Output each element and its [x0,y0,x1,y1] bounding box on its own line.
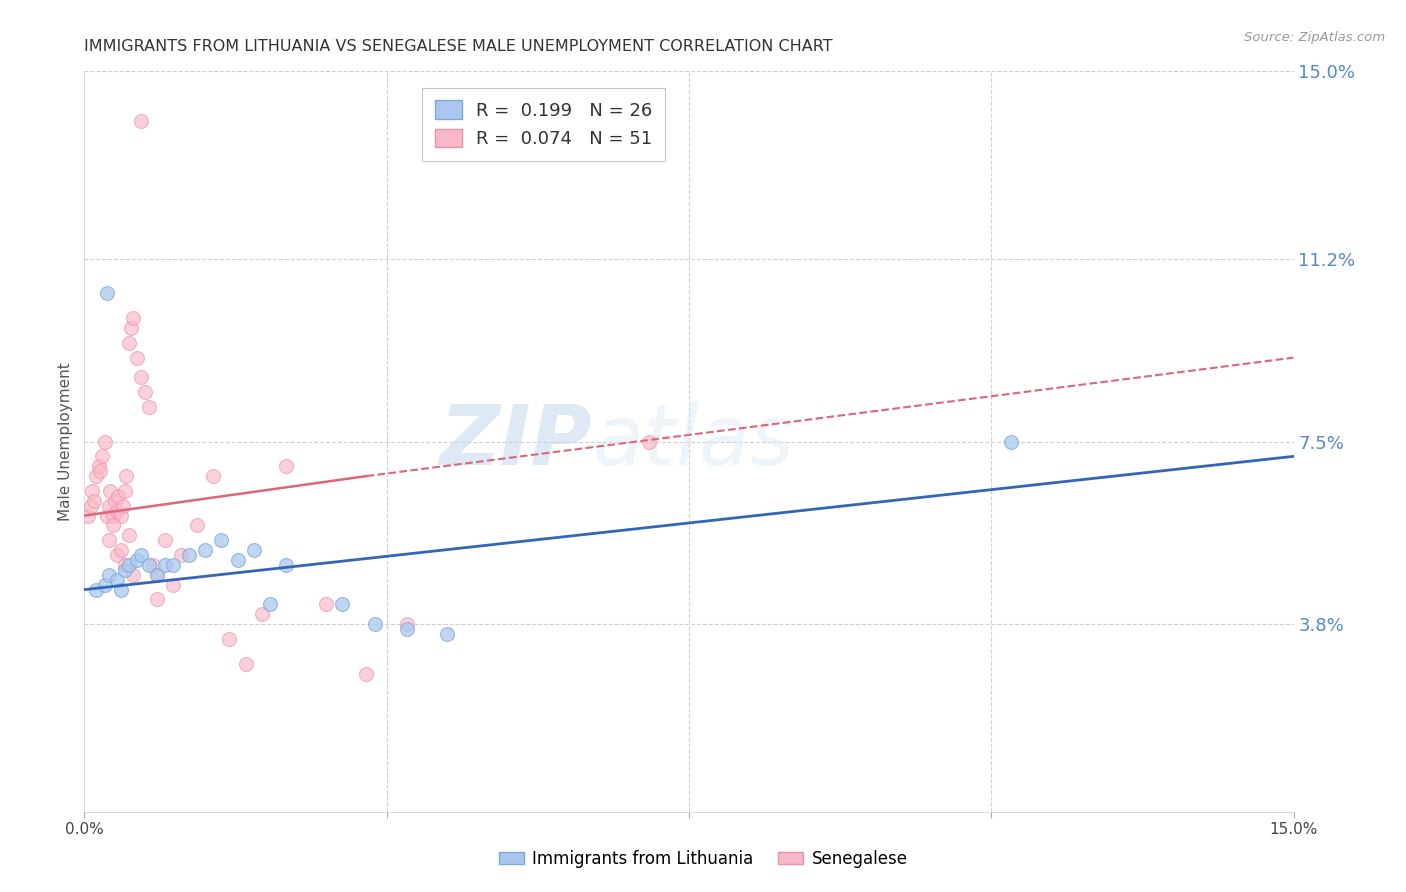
Point [125,351,148,365]
Point [209,533,232,548]
Point [96,508,118,523]
Legend: Immigrants from Lithuania, Senegalese: Immigrants from Lithuania, Senegalese [492,844,914,875]
Point [146,567,169,582]
Point [242,543,264,558]
Point [89,464,111,478]
Point [118,335,141,350]
Point [186,518,208,533]
Point [105,573,128,587]
Point [110,508,132,523]
Text: atlas: atlas [592,401,794,482]
Point [77,508,100,523]
Text: ZIP: ZIP [440,401,592,482]
Point [120,321,142,335]
Point [170,548,193,562]
Point [637,434,659,449]
Point [1000,434,1022,449]
Point [330,598,353,612]
Point [83,493,105,508]
Point [114,558,136,572]
Point [134,385,156,400]
Point [194,543,217,558]
Point [82,483,104,498]
Point [110,543,132,558]
Point [235,657,257,671]
Point [436,627,458,641]
Point [356,666,378,681]
Point [110,582,132,597]
Point [98,483,121,498]
Point [91,450,114,464]
Point [162,577,184,591]
Point [121,311,143,326]
Point [138,558,160,572]
Point [129,548,152,562]
Point [101,518,124,533]
Point [96,286,118,301]
Point [118,558,141,572]
Point [395,617,418,632]
Point [250,607,273,622]
Point [107,489,129,503]
Point [105,503,128,517]
Text: Source: ZipAtlas.com: Source: ZipAtlas.com [1244,31,1385,45]
Point [101,508,124,523]
Point [153,558,176,572]
Point [97,533,120,548]
Y-axis label: Male Unemployment: Male Unemployment [58,362,73,521]
Point [80,499,103,513]
Point [142,558,165,572]
Point [125,553,148,567]
Point [218,632,240,646]
Point [115,469,138,483]
Point [146,567,169,582]
Point [274,558,297,572]
Point [395,622,418,636]
Point [146,592,169,607]
Legend: R =  0.199   N = 26, R =  0.074   N = 51: R = 0.199 N = 26, R = 0.074 N = 51 [422,87,665,161]
Point [87,459,110,474]
Point [114,483,136,498]
Point [138,400,160,414]
Point [179,548,201,562]
Point [97,567,120,582]
Point [162,558,184,572]
Point [259,598,281,612]
Text: IMMIGRANTS FROM LITHUANIA VS SENEGALESE MALE UNEMPLOYMENT CORRELATION CHART: IMMIGRANTS FROM LITHUANIA VS SENEGALESE … [84,38,832,54]
Point [226,553,249,567]
Point [93,434,115,449]
Point [86,469,108,483]
Point [363,617,385,632]
Point [153,533,176,548]
Point [315,598,337,612]
Point [202,469,225,483]
Point [274,459,297,474]
Point [118,528,141,542]
Point [86,582,108,597]
Point [112,499,135,513]
Point [121,567,143,582]
Point [104,493,127,508]
Point [97,499,120,513]
Point [114,563,136,577]
Point [105,548,128,562]
Point [129,370,152,384]
Point [129,113,152,128]
Point [93,577,115,591]
